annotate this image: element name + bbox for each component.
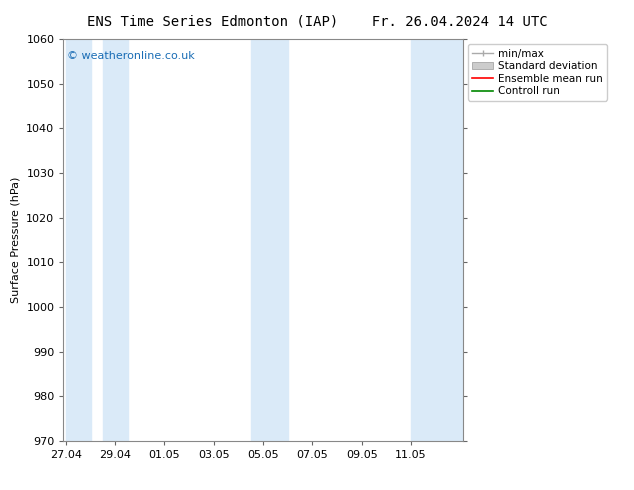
Bar bbox=[103, 39, 127, 441]
Bar bbox=[251, 39, 288, 441]
Bar bbox=[66, 39, 91, 441]
Text: © weatheronline.co.uk: © weatheronline.co.uk bbox=[67, 51, 195, 61]
Bar bbox=[411, 39, 463, 441]
Y-axis label: Surface Pressure (hPa): Surface Pressure (hPa) bbox=[11, 177, 21, 303]
Text: ENS Time Series Edmonton (IAP)    Fr. 26.04.2024 14 UTC: ENS Time Series Edmonton (IAP) Fr. 26.04… bbox=[87, 15, 547, 29]
Legend: min/max, Standard deviation, Ensemble mean run, Controll run: min/max, Standard deviation, Ensemble me… bbox=[468, 45, 607, 100]
